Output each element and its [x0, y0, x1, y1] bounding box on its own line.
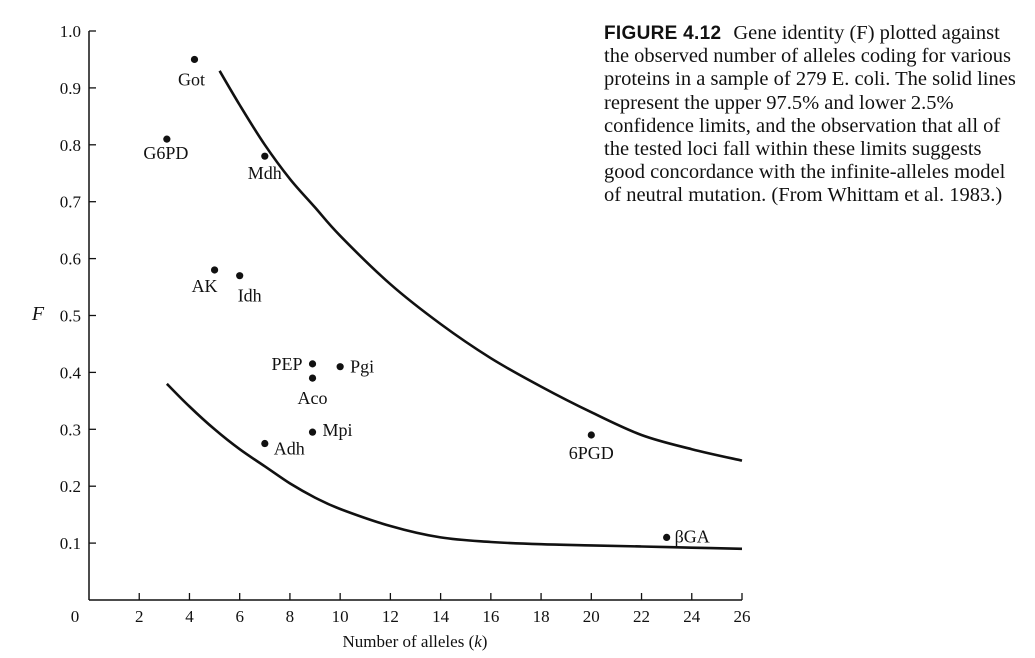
data-point-label: Mpi: [323, 420, 353, 440]
data-point: [587, 431, 595, 439]
y-tick-label: 0.3: [60, 420, 81, 439]
data-point: [163, 135, 171, 143]
y-tick-label: 0.8: [60, 136, 81, 155]
y-tick-label: 0.1: [60, 534, 81, 553]
data-point-label: AK: [192, 276, 218, 296]
data-point: [261, 152, 269, 160]
confidence-curves: [165, 70, 743, 551]
y-tick-label: 1.0: [60, 22, 81, 41]
data-point-label: Pgi: [350, 357, 374, 377]
data-point: [210, 266, 219, 274]
y-tick-label: 0.2: [60, 477, 81, 496]
x-tick-label: 14: [432, 607, 450, 626]
y-tick-label: 0.5: [60, 307, 81, 326]
y-tick-label: 0.4: [60, 363, 82, 382]
figure-label: FIGURE 4.12: [604, 23, 722, 44]
x-tick-label: 16: [482, 607, 499, 626]
y-tick-label: 0.6: [60, 250, 81, 269]
x-tick-label: 4: [185, 607, 194, 626]
data-point-label: βGA: [675, 526, 710, 546]
x-tick-label: 26: [734, 607, 751, 626]
data-point-label: Aco: [298, 388, 328, 408]
data-point: [308, 360, 317, 368]
data-point-label: Mdh: [248, 163, 282, 183]
y-tick-label: 0.9: [60, 79, 81, 98]
figure-caption-text: Gene identity (F) plotted against the ob…: [604, 22, 1016, 207]
data-point: [236, 272, 244, 280]
x-tick-label: 20: [583, 607, 600, 626]
lower-confidence-curve: [165, 382, 743, 551]
data-point-label: G6PD: [143, 143, 188, 163]
data-point: [663, 533, 671, 542]
data-point: [308, 428, 317, 436]
data-point-label: Idh: [238, 286, 262, 306]
x-tick-label: 18: [533, 607, 550, 626]
x-tick-label: 2: [135, 607, 144, 626]
y-tick-label: 0.7: [60, 193, 82, 212]
y-axis-label: F: [31, 303, 45, 325]
data-point: [336, 363, 344, 371]
x-tick-label: 12: [382, 607, 399, 626]
x-tick-label: 24: [683, 607, 701, 626]
data-point: [190, 55, 199, 64]
x-ticks: 2 4 6 8 10 12 14 16 18 20 22 24 26: [135, 593, 751, 626]
origin-label: 0: [71, 607, 80, 626]
figure-caption: FIGURE 4.12 Gene identity (F) plotted aga…: [604, 22, 1024, 208]
x-tick-label: 10: [332, 607, 349, 626]
x-axis-label: Number of alleles (k): [343, 632, 488, 651]
x-tick-label: 6: [235, 607, 244, 626]
x-tick-label: 22: [633, 607, 650, 626]
data-point: [261, 439, 269, 448]
data-point-label: Adh: [274, 439, 305, 459]
data-point-label: 6PGD: [569, 443, 614, 463]
x-tick-label: 8: [286, 607, 295, 626]
upper-confidence-curve: [218, 70, 743, 462]
y-ticks: 0.1 0.2 0.3 0.4 0.5 0.6 0.7 0.8 0.9 1.0: [60, 22, 96, 553]
data-points: Got G6PD Mdh AK Idh PEP Pgi Aco Mpi Adh 6PGD βGA: [143, 55, 710, 546]
data-point-label: Got: [178, 69, 205, 89]
data-point: [308, 374, 317, 382]
data-point-label: PEP: [271, 354, 302, 374]
